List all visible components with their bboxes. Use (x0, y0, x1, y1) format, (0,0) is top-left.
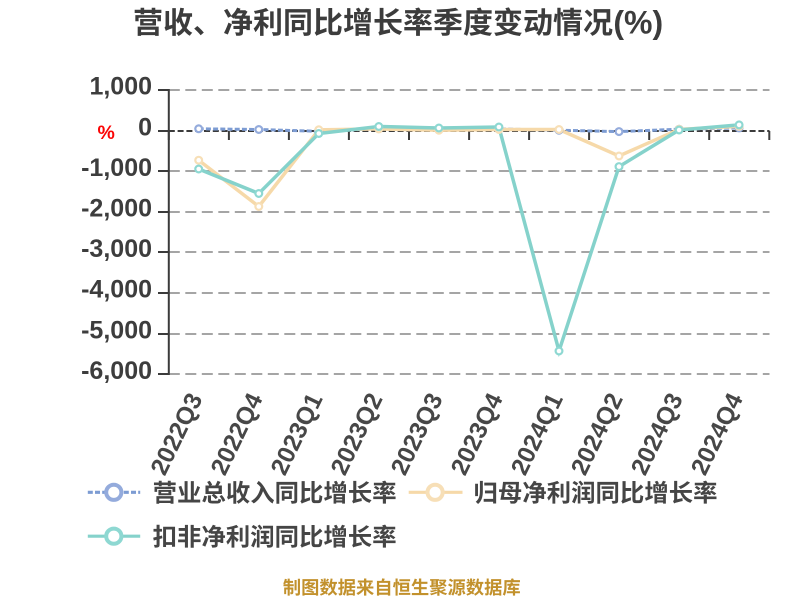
svg-text:-4,000: -4,000 (81, 276, 152, 304)
svg-text:-6,000: -6,000 (81, 357, 152, 385)
svg-text:-5,000: -5,000 (81, 316, 152, 344)
svg-text:(%): (%) (613, 5, 663, 41)
svg-text:-3,000: -3,000 (81, 235, 152, 263)
svg-text:-2,000: -2,000 (81, 195, 152, 223)
svg-text:-1,000: -1,000 (81, 154, 152, 182)
svg-text:0: 0 (138, 113, 152, 141)
svg-text:1,000: 1,000 (89, 73, 152, 101)
svg-text:%: % (98, 122, 115, 144)
